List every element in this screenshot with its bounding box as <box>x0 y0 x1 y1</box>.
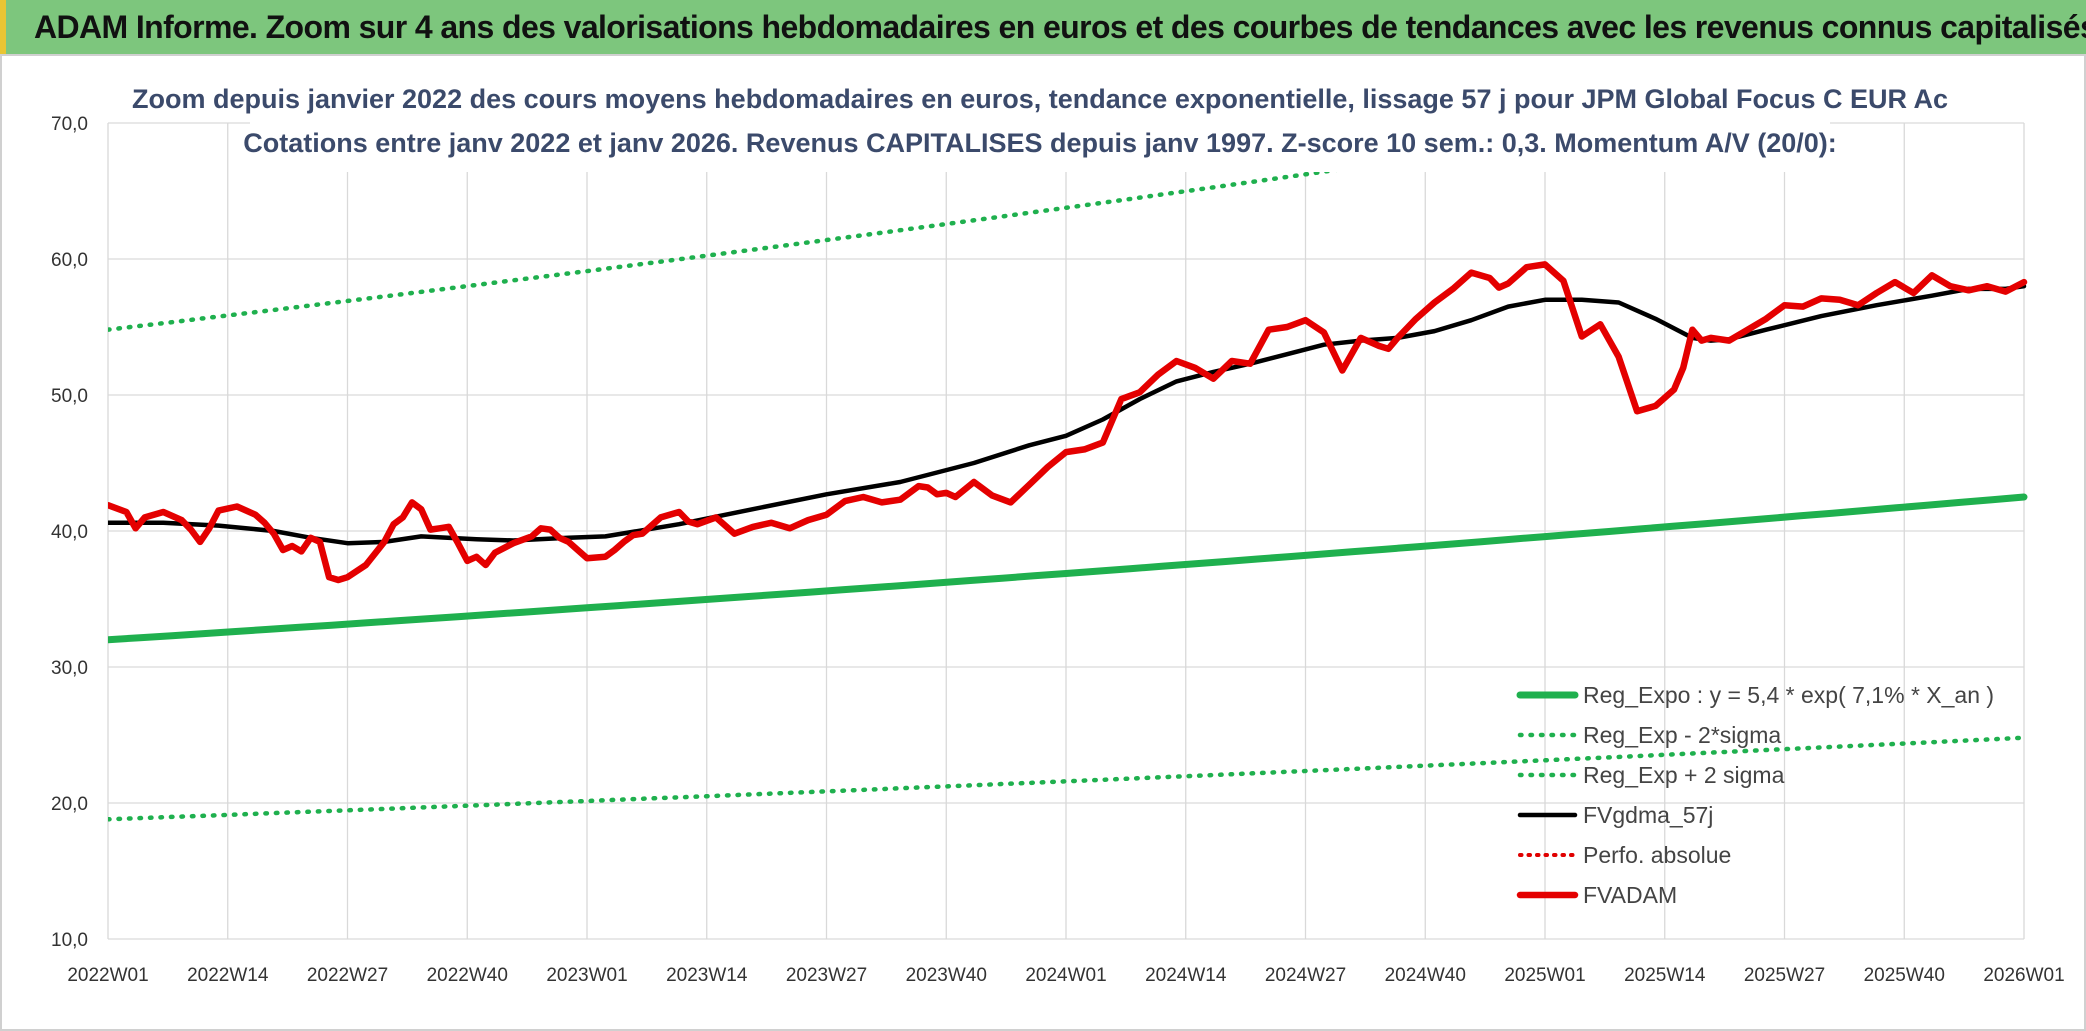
x-tick-label: 2023W14 <box>666 965 748 986</box>
legend-label: FVADAM <box>1583 882 1677 908</box>
header-title: ADAM Informe. Zoom sur 4 ans des valoris… <box>34 9 2086 45</box>
y-tick-label: 20,0 <box>51 794 88 815</box>
legend-label: Reg_Expo : y = 5,4 * exp( 7,1% * X_an ) <box>1583 682 1994 708</box>
legend-label: FVgdma_57j <box>1583 802 1713 828</box>
title-background <box>250 80 1830 172</box>
x-tick-label: 2024W40 <box>1385 965 1466 986</box>
y-tick-label: 60,0 <box>51 250 88 271</box>
header-banner: ADAM Informe. Zoom sur 4 ans des valoris… <box>0 0 2086 54</box>
legend-label: Reg_Exp + 2 sigma <box>1583 762 1785 788</box>
x-tick-label: 2023W01 <box>546 965 627 986</box>
x-tick-label: 2022W14 <box>187 965 269 986</box>
x-tick-label: 2024W27 <box>1265 965 1346 986</box>
y-tick-label: 30,0 <box>51 658 88 679</box>
x-tick-label: 2024W01 <box>1025 965 1106 986</box>
chart-title-line-1: Zoom depuis janvier 2022 des cours moyen… <box>132 84 1948 114</box>
x-tick-label: 2025W27 <box>1744 965 1825 986</box>
x-tick-label: 2025W14 <box>1624 965 1706 986</box>
x-tick-label: 2023W40 <box>906 965 987 986</box>
chart-frame <box>0 54 2086 1031</box>
x-tick-label: 2023W27 <box>786 965 867 986</box>
series-fvadam <box>108 261 2028 584</box>
chart-title: Zoom depuis janvier 2022 des cours moyen… <box>132 80 1948 172</box>
x-tick-label: 2022W01 <box>67 965 148 986</box>
legend-label: Reg_Exp - 2*sigma <box>1583 722 1781 748</box>
x-tick-label: 2024W14 <box>1145 965 1227 986</box>
x-tick-label: 2026W01 <box>1983 965 2064 986</box>
grid <box>107 122 2025 940</box>
y-tick-label: 10,0 <box>51 930 88 951</box>
series-layer <box>108 122 2028 822</box>
legend-label: Perfo. absolue <box>1583 842 1731 868</box>
series-reg-expo <box>108 493 2028 644</box>
x-axis-ticks: 2022W01 2022W14 2022W27 2022W40 2023W01 2023W… <box>67 965 2064 986</box>
y-tick-label: 70,0 <box>51 114 88 135</box>
chart-title-line-2: Cotations entre janv 2022 et janv 2026. … <box>243 128 1837 158</box>
legend: Reg_Expo : y = 5,4 * exp( 7,1% * X_an ) R… <box>1516 682 1994 908</box>
x-tick-label: 2022W40 <box>427 965 508 986</box>
y-tick-label: 50,0 <box>51 386 88 407</box>
series-reg-plus-2sigma <box>108 122 1678 332</box>
x-tick-label: 2022W27 <box>307 965 388 986</box>
y-axis-ticks: 10,0 20,0 30,0 40,0 50,0 60,0 70,0 <box>51 114 88 951</box>
series-reg-minus-2sigma <box>108 735 2027 822</box>
x-tick-label: 2025W01 <box>1504 965 1585 986</box>
x-tick-label: 2025W40 <box>1864 965 1945 986</box>
y-tick-label: 40,0 <box>51 522 88 543</box>
